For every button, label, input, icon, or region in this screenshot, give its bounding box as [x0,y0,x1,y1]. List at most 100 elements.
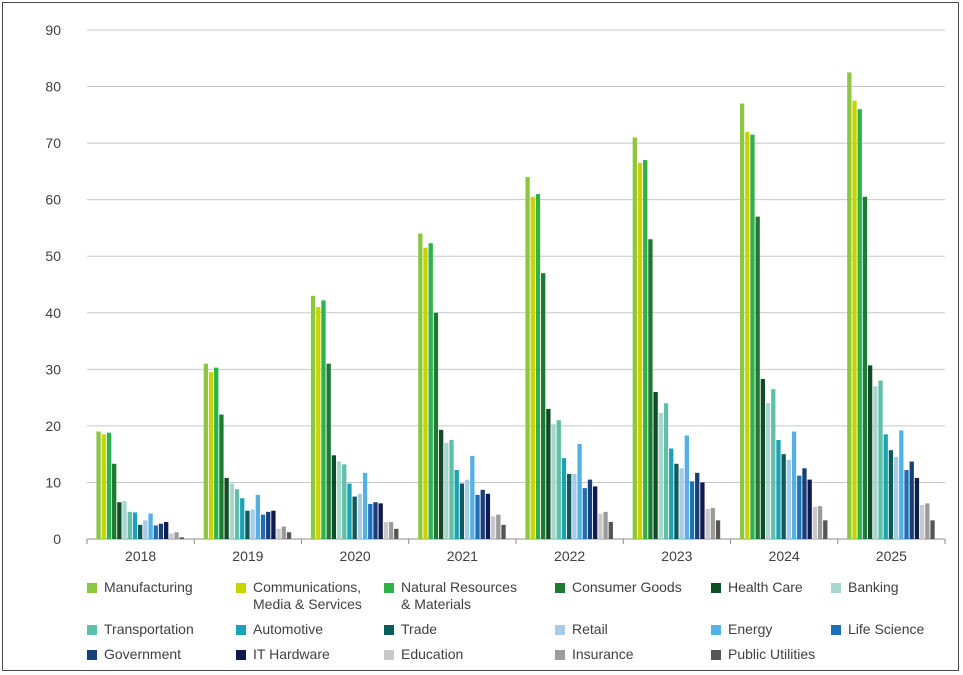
legend-item: Natural Resources & Materials [384,579,517,613]
bar [260,514,266,539]
bar [674,463,679,539]
legend-label: Natural Resources & Materials [401,579,517,612]
legend-item: IT Hardware [236,646,330,663]
bar [347,483,352,539]
bar [669,448,674,539]
bar [271,510,276,539]
bar [745,131,750,540]
legend-label: Retail [572,621,608,637]
y-tick-label: 50 [45,248,61,264]
legend-label: Life Science [848,621,925,637]
bar [164,522,169,539]
legend-label: Energy [728,621,773,637]
y-tick-label: 0 [53,531,61,547]
bar [899,430,904,539]
bar [276,528,281,539]
legend-item: Communications, Media & Services [236,579,362,613]
bar [342,464,347,539]
bar [909,461,914,539]
legend-swatch [384,625,394,635]
bar [648,239,653,539]
bar [776,440,781,539]
bar [229,483,234,539]
x-tick-label: 2019 [232,548,263,564]
bar [331,455,337,539]
bar [577,443,582,539]
bar [449,440,454,539]
bar [143,520,148,539]
legend-label: Trade [401,621,438,637]
bar [823,520,828,539]
bar [852,100,857,539]
bar [138,524,143,539]
bar [310,295,316,539]
bar [705,509,710,539]
bar [679,468,684,539]
bar [383,522,389,539]
legend-label: Communications, Media & Services [253,579,362,612]
legend-label: Automotive [253,621,324,637]
bar [106,432,112,539]
bar [373,502,378,539]
y-tick-label: 40 [45,305,61,321]
legend-item: Trade [384,621,437,638]
legend-label: Government [104,646,182,662]
bar [658,412,663,539]
bar [608,522,613,539]
bar [475,494,480,539]
x-tick-label: 2023 [661,548,692,564]
bar [700,482,705,539]
legend-item: Insurance [555,646,633,663]
bar [812,506,818,539]
bar [893,456,899,539]
legend-label: Education [401,646,464,662]
bar [438,429,444,539]
bar [919,505,925,539]
bar [501,524,506,539]
legend-item: Education [384,646,463,663]
bar [321,300,326,539]
bar [593,486,598,539]
bar [739,103,745,540]
legend-swatch [711,650,721,660]
y-axis: 0 10 20 30 40 50 60 70 80 90 [45,22,61,547]
bar [643,160,648,539]
legend-item: Life Science [831,621,924,638]
bar [153,525,158,539]
bar [598,513,603,539]
legend-swatch [555,625,565,635]
bar [485,493,491,539]
bar [807,479,812,539]
bar [148,513,153,539]
bar [127,511,132,539]
bar [541,273,546,539]
bar [234,489,240,539]
bar [883,434,888,539]
legend-swatch [236,650,246,660]
legend-swatch [87,583,97,593]
bar [122,501,127,539]
legend-item: Manufacturing [87,579,193,596]
bar [930,520,935,539]
bar [316,307,321,539]
bar [490,516,496,539]
bar [689,481,695,539]
bar [904,470,909,539]
bars [96,72,935,540]
bar [428,243,433,539]
bar [459,483,465,539]
legend-swatch [236,583,246,593]
x-tick-label: 2021 [447,548,478,564]
bar [587,479,593,539]
legend-label: Manufacturing [104,579,193,595]
bar [781,454,786,539]
y-tick-label: 20 [45,418,61,434]
bar [101,434,106,539]
bar [336,461,342,539]
bar [117,502,122,539]
bar [352,496,357,539]
bar [480,489,485,539]
bar [255,494,260,539]
legend-label: Banking [848,579,899,595]
bar [250,509,255,539]
